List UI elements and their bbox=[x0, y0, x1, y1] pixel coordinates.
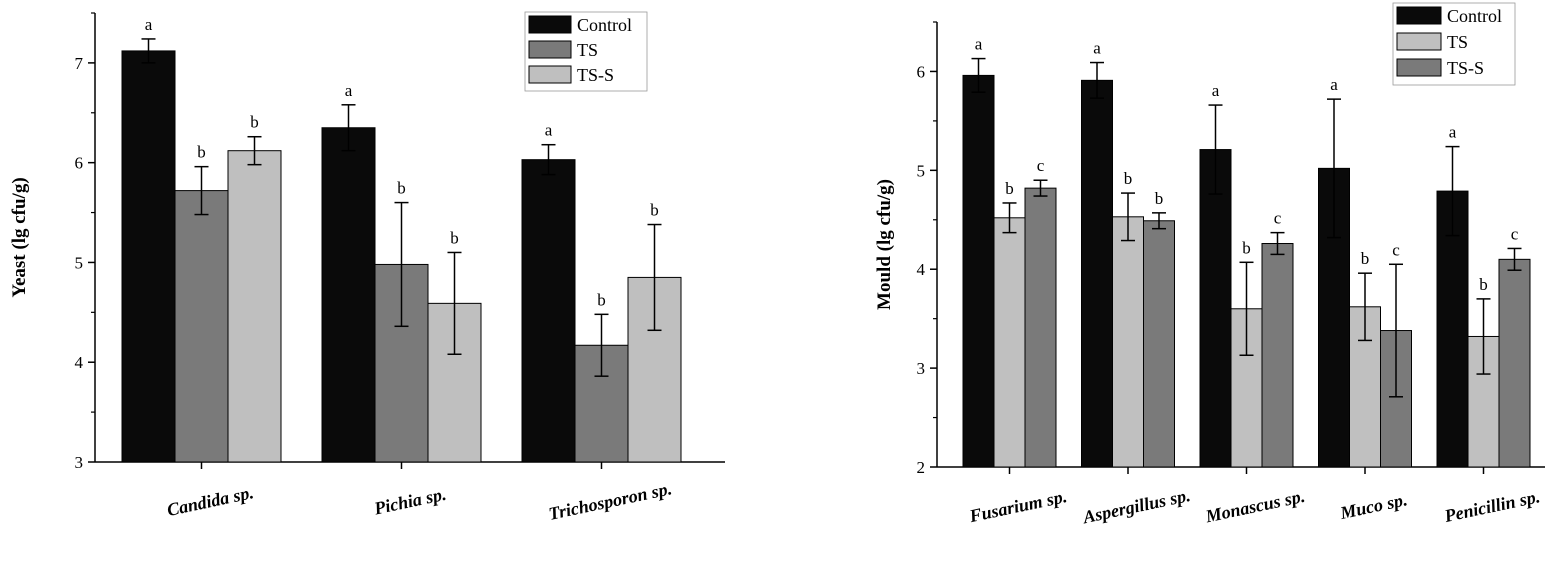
bar bbox=[1143, 220, 1175, 468]
y-tick-label: 7 bbox=[75, 54, 84, 73]
legend-swatch bbox=[1396, 6, 1442, 25]
bar bbox=[174, 190, 229, 463]
significance-label: a bbox=[1449, 123, 1457, 142]
significance-label: b bbox=[250, 113, 259, 132]
y-tick-label: 3 bbox=[917, 359, 926, 378]
significance-label: c bbox=[1392, 240, 1400, 259]
category-label: Fusarium sp. bbox=[967, 486, 1069, 526]
significance-label: a bbox=[1093, 39, 1101, 58]
bar bbox=[1436, 190, 1469, 468]
bar bbox=[962, 74, 995, 468]
significance-label: b bbox=[397, 179, 406, 198]
bar bbox=[121, 50, 176, 463]
significance-label: c bbox=[1037, 156, 1045, 175]
y-tick-label: 6 bbox=[917, 62, 926, 81]
category-label: Monascus sp. bbox=[1203, 486, 1307, 527]
significance-label: b bbox=[1005, 179, 1014, 198]
y-tick-label: 4 bbox=[75, 353, 84, 372]
significance-label: c bbox=[1274, 209, 1282, 228]
significance-label: a bbox=[1212, 81, 1220, 100]
significance-label: b bbox=[450, 228, 459, 247]
y-tick-label: 6 bbox=[75, 154, 84, 173]
bar bbox=[321, 127, 376, 463]
y-axis-title: Yeast (lg cfu/g) bbox=[9, 177, 30, 297]
significance-label: a bbox=[975, 35, 983, 54]
significance-label: b bbox=[597, 290, 606, 309]
category-label: Pichia sp. bbox=[371, 484, 448, 519]
category-label: Candida sp. bbox=[165, 482, 255, 520]
legend: Control TS TS-S bbox=[524, 11, 648, 92]
y-tick-label: 4 bbox=[917, 260, 926, 279]
category-label: Aspergillus sp. bbox=[1080, 485, 1192, 527]
y-axis-title: Mould (lg cfu/g) bbox=[874, 179, 895, 310]
legend-label: TS bbox=[577, 40, 598, 60]
bar bbox=[521, 159, 576, 463]
legend-label: Control bbox=[1447, 6, 1502, 26]
bar bbox=[1024, 187, 1057, 468]
legend-swatch bbox=[528, 65, 572, 84]
bar bbox=[1261, 243, 1294, 468]
significance-label: a bbox=[545, 121, 553, 140]
legend-swatch bbox=[1396, 58, 1442, 77]
legend-label: Control bbox=[577, 15, 632, 35]
category-label: Penicillin sp. bbox=[1442, 486, 1542, 526]
significance-label: b bbox=[197, 143, 206, 162]
legend-label: TS-S bbox=[1447, 58, 1484, 78]
y-tick-label: 5 bbox=[917, 161, 926, 180]
legend-label: TS-S bbox=[577, 65, 614, 85]
significance-label: b bbox=[1124, 169, 1133, 188]
bar bbox=[1199, 149, 1232, 468]
y-tick-label: 5 bbox=[75, 253, 84, 272]
significance-label: a bbox=[1330, 75, 1338, 94]
bar bbox=[1498, 258, 1531, 468]
significance-label: b bbox=[1155, 189, 1164, 208]
legend-swatch bbox=[528, 15, 572, 34]
significance-label: b bbox=[1361, 249, 1370, 268]
legend: Control TS TS-S bbox=[1392, 2, 1516, 86]
bar bbox=[1081, 79, 1113, 468]
y-tick-label: 2 bbox=[917, 458, 926, 477]
category-label: Muco sp. bbox=[1337, 489, 1409, 523]
bar bbox=[227, 150, 282, 463]
legend-swatch bbox=[528, 40, 572, 59]
significance-label: c bbox=[1511, 224, 1519, 243]
significance-label: a bbox=[145, 15, 153, 34]
category-label: Trichosporon sp. bbox=[547, 478, 674, 524]
legend-label: TS bbox=[1447, 32, 1468, 52]
yeast-chart: 3 4 5 6 7 Yeast (lg cfu/g) a b b Candida sp. a b b Pi… bbox=[9, 11, 725, 524]
bar bbox=[993, 217, 1026, 468]
mould-chart: 2 3 4 5 6 Mould (lg cfu/g) a b c Fusarium sp. a b b A… bbox=[874, 2, 1545, 527]
significance-label: b bbox=[650, 201, 659, 220]
bar bbox=[1112, 216, 1144, 468]
y-tick-label: 3 bbox=[75, 453, 84, 472]
significance-label: b bbox=[1479, 275, 1488, 294]
significance-label: b bbox=[1242, 238, 1251, 257]
legend-swatch bbox=[1396, 32, 1442, 51]
significance-label: a bbox=[345, 81, 353, 100]
